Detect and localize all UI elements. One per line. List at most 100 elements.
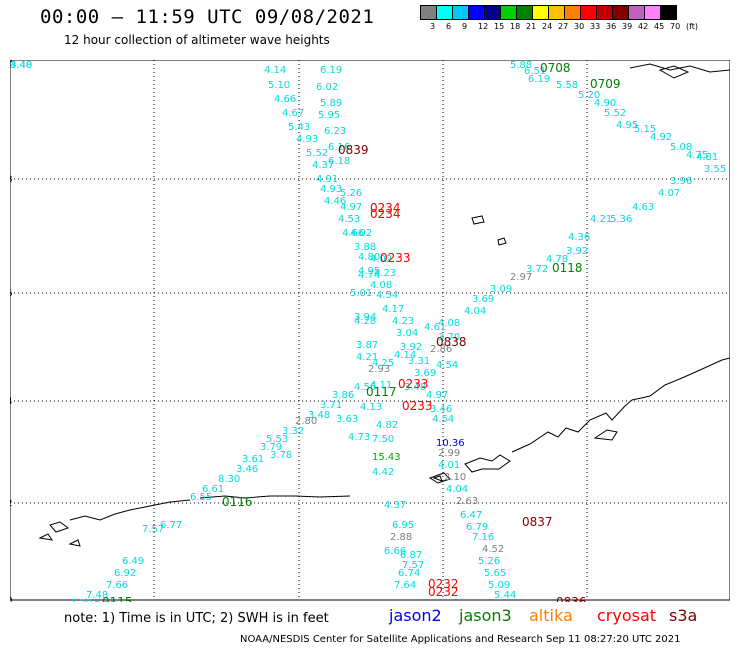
wave-height-value: 4.66 (274, 94, 296, 105)
wave-height-value: 3.31 (408, 356, 430, 367)
legend-label: 27 (558, 22, 569, 31)
wave-height-value: 4.17 (382, 304, 404, 315)
wave-height-value: 4.54 (432, 414, 454, 425)
legend-label: 18 (510, 22, 521, 31)
wave-height-value: 4.02 (370, 254, 392, 265)
lat-label: 56 (10, 289, 13, 299)
map-axes: 605856545250-180-177-174-171-168-165 (10, 60, 13, 602)
wave-height-value: 4.93 (320, 184, 342, 195)
wave-height-value: 5.89 (320, 98, 342, 109)
wave-height-value: 4.21 (590, 214, 612, 225)
wave-height-value: 3.92 (566, 246, 588, 257)
wave-height-value: 4.95 (358, 266, 380, 277)
legend-swatch (628, 5, 645, 20)
legend-label: 30 (574, 22, 585, 31)
lat-label: 58 (10, 175, 13, 185)
wave-height-value: 3.71 (320, 400, 342, 411)
wave-height-value: 7.64 (394, 580, 416, 591)
legend-label: 42 (638, 22, 649, 31)
wave-height-value: 4.07 (658, 188, 680, 199)
legend-label: 6 (446, 22, 452, 31)
wave-height-value: 3.46 (430, 404, 452, 415)
wave-height-value: 7.66 (106, 580, 128, 591)
satellite-name-s3a: s3a (669, 606, 698, 625)
wave-height-value: 6.18 (328, 156, 350, 167)
wave-height-value: 7.16 (472, 532, 494, 543)
lat-label: 50 (10, 596, 13, 602)
wave-height-value: 3.96 (670, 176, 692, 187)
wave-height-value: 6.51 (524, 66, 546, 77)
pass-time-label: 0232 (428, 577, 459, 591)
wave-height-value: 4.90 (594, 98, 616, 109)
wave-height-value: 4.46 (324, 196, 346, 207)
wave-height-value: 4.56 (354, 382, 376, 393)
wave-height-value: 3.72 (526, 264, 548, 275)
pass-time-label: 0838 (436, 335, 467, 349)
map-grid (10, 60, 730, 600)
legend-label: 12 (478, 22, 489, 31)
aleutian-chain-mid (199, 495, 351, 499)
wave-height-value: 3.48 (10, 60, 32, 71)
wave-height-value: 4.04 (446, 484, 468, 495)
wave-height-value: 4.92 (650, 132, 672, 143)
wave-height-value: 3.61 (242, 454, 264, 465)
wave-height-value: 5.44 (494, 590, 516, 601)
legend-swatch (436, 5, 453, 20)
wave-height-value: 7.20 (70, 598, 92, 602)
wave-height-value: 2.86 (430, 344, 452, 355)
islet-a (432, 475, 443, 482)
wave-height-value: 4.04 (464, 306, 486, 317)
wave-height-value: 8.30 (218, 474, 240, 485)
pass-time-label: 0118 (552, 261, 583, 275)
legend-swatch (644, 5, 661, 20)
wave-height-value: 6.74 (398, 568, 420, 579)
legend-label: 9 (462, 22, 468, 31)
wave-height-value: 4.67 (282, 108, 304, 119)
wave-height-value: 3.55 (704, 164, 726, 175)
legend-swatch (612, 5, 629, 20)
wave-height-value: 6.79 (466, 522, 488, 533)
lat-label: 52 (10, 499, 12, 509)
pass-time-label: 0837 (522, 515, 553, 529)
wave-height-value: 5.08 (670, 142, 692, 153)
wave-height-value: 3.69 (414, 368, 436, 379)
wave-height-value: 6.87 (400, 550, 422, 561)
legend-swatch (532, 5, 549, 20)
wave-height-value: 6.77 (160, 520, 182, 531)
pass-time-label: 0234 (370, 201, 401, 215)
pass-time-label: 0234 (370, 207, 401, 221)
legend-swatch (580, 5, 597, 20)
legend-label: 21 (526, 22, 537, 31)
wave-height-value: 6.92 (114, 568, 136, 579)
wave-height-value: 4.14 (264, 65, 286, 76)
wave-height-value: 3.48 (404, 382, 426, 393)
wave-height-value: 5.58 (556, 80, 578, 91)
wave-height-value: 4.91 (316, 174, 338, 185)
wave-height-value: 3.87 (356, 340, 378, 351)
legend-label: 36 (606, 22, 617, 31)
wave-height-value: 3.32 (282, 426, 304, 437)
wave-height-value: 6.66 (384, 546, 406, 557)
wave-height-value: 7.57 (402, 560, 424, 571)
wave-height-value: 6.23 (324, 126, 346, 137)
wave-height-value: 15.43 (372, 452, 401, 463)
pass-time-label: 0836 (556, 595, 587, 602)
wave-height-value: 5.52 (604, 108, 626, 119)
wave-height-value: 5.09 (488, 580, 510, 591)
wave-height-value: 7.57 (142, 524, 164, 535)
units-note: note: 1) Time is in UTC; 2) SWH is in fe… (64, 611, 329, 626)
wave-height-value: 3.69 (472, 294, 494, 305)
aleutian-chain-west (69, 499, 191, 521)
pribilof-st-paul (471, 215, 485, 225)
wave-height-value: 4.63 (632, 202, 654, 213)
wave-height-value: 5.15 (634, 124, 656, 135)
wave-height-value: 4.54 (376, 290, 398, 301)
satellite-name-jason2: jason2 (389, 606, 442, 625)
wave-height-value: 5.36 (610, 214, 632, 225)
wave-height-value: 4.36 (568, 232, 590, 243)
wave-height-value: 4.80 (358, 252, 380, 263)
legend-swatch (564, 5, 581, 20)
wave-height-value: 4.42 (372, 467, 394, 478)
pass-time-label: 0233 (402, 399, 433, 413)
wave-height-value: 3.92 (400, 342, 422, 353)
